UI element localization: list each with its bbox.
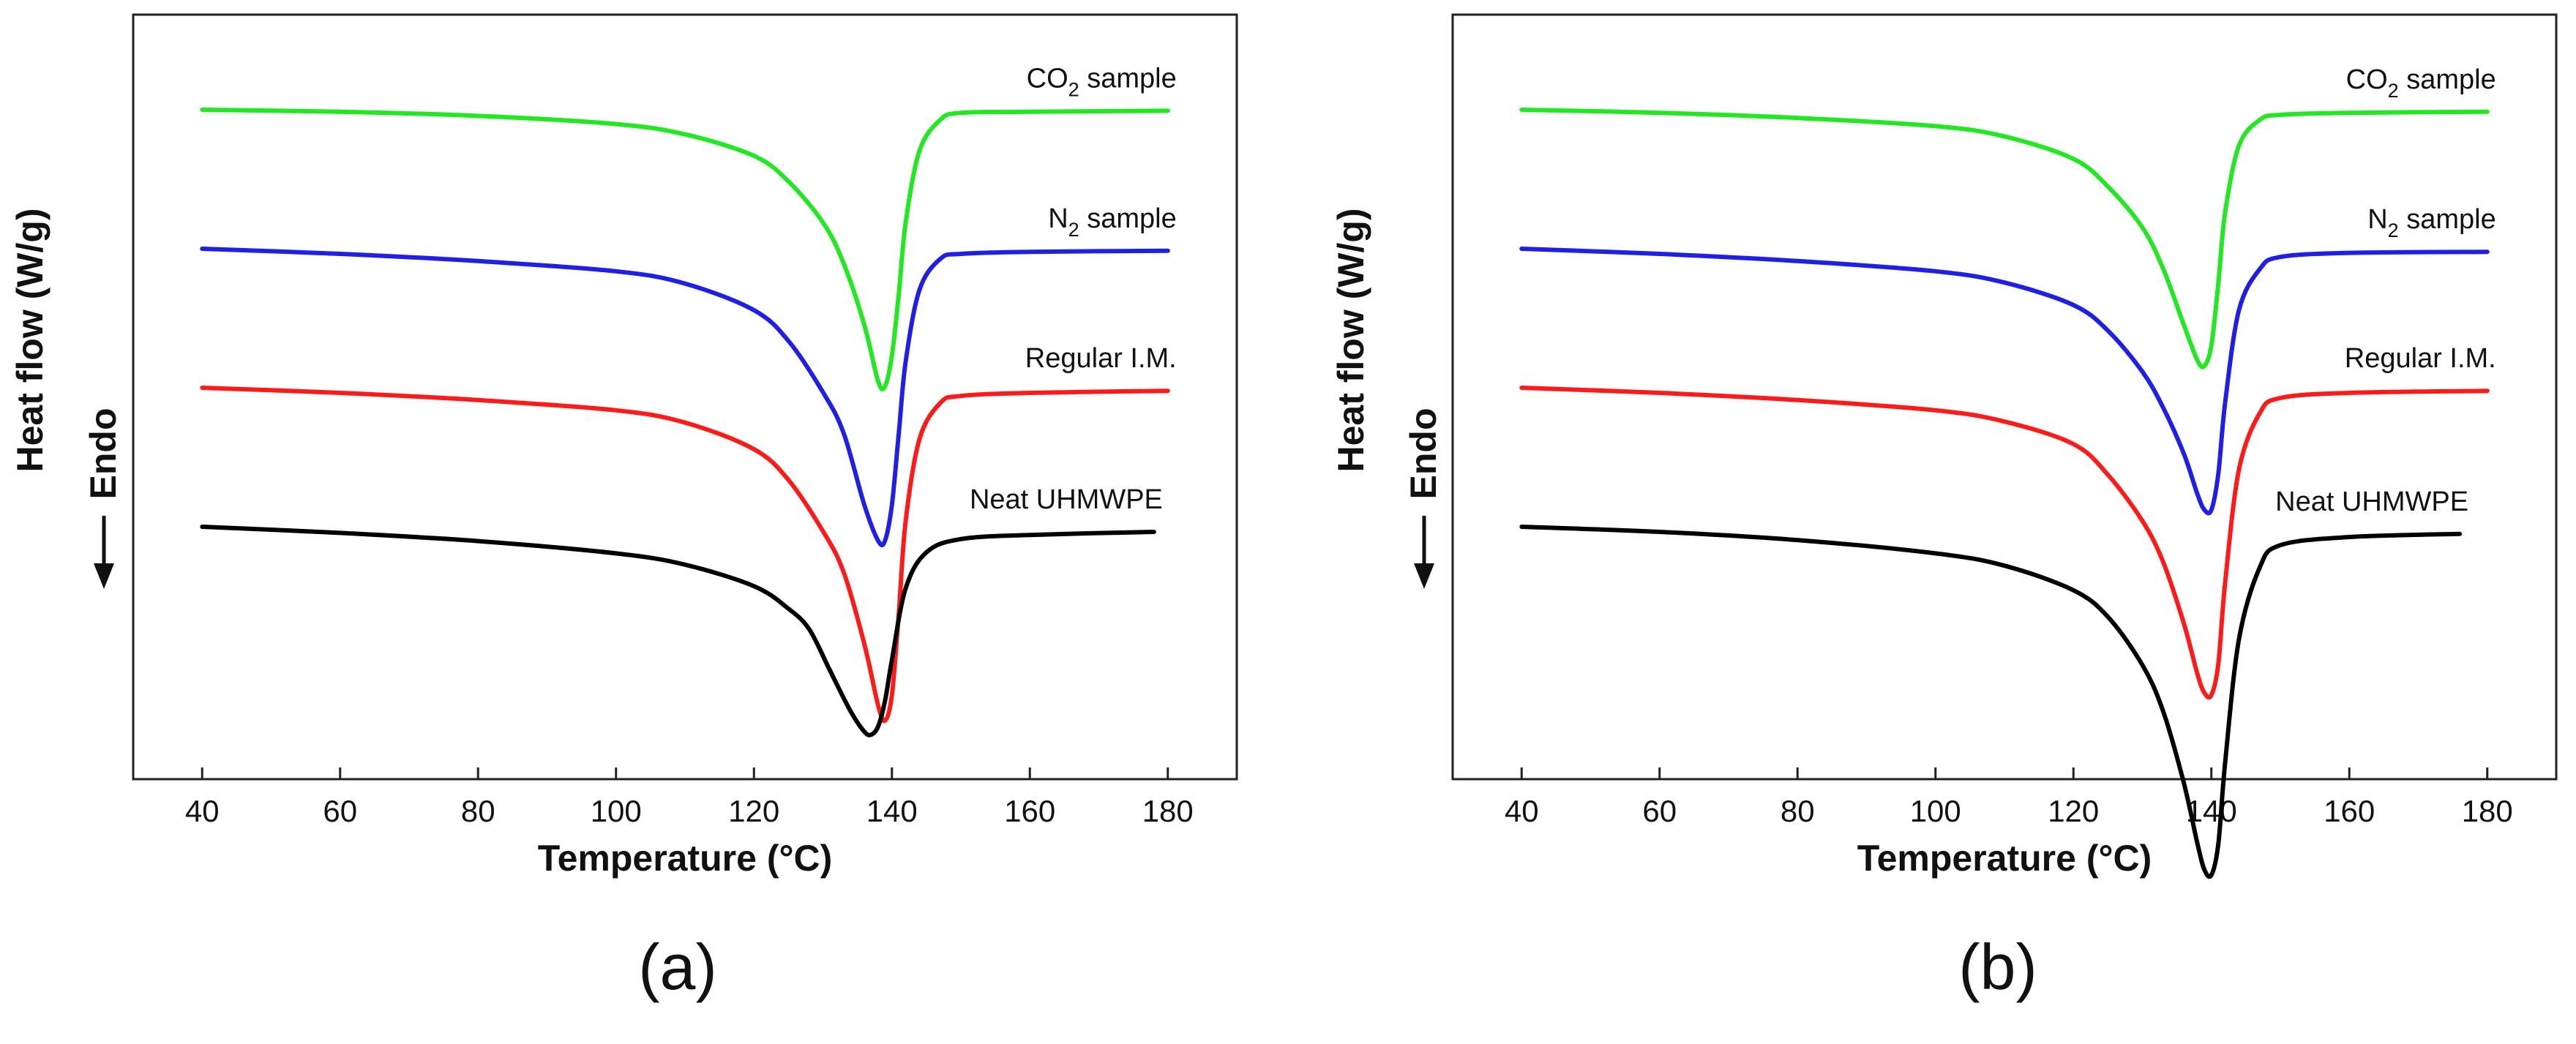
y-axis-label: Heat flow (W/g): [10, 208, 50, 472]
series-label-n2-sample: N2 sample: [2367, 204, 2496, 241]
y-axis-label: Heat flow (W/g): [1330, 208, 1371, 472]
series-label-regular-i-m: Regular I.M.: [1025, 343, 1177, 374]
x-tick-label: 160: [2324, 794, 2375, 828]
series-label-neat-uhmwpe: Neat UHMWPE: [2275, 487, 2468, 517]
series-line-regular-i-m: [200, 386, 1170, 724]
series-label-main: N: [2367, 204, 2387, 235]
series-label-main: Neat UHMWPE: [2275, 487, 2468, 517]
plot-frame: [1451, 13, 2558, 781]
series-label-rest: sample: [1079, 203, 1177, 234]
x-tick-label: 40: [185, 794, 220, 828]
series-line-n2-sample: [200, 247, 1170, 548]
series-label-subscript: 2: [2388, 219, 2399, 241]
series-label-subscript: 2: [2388, 80, 2399, 102]
series-label-rest: sample: [1079, 63, 1177, 94]
endo-arrow-head: [1414, 563, 1434, 589]
x-tick-label: 180: [2462, 794, 2513, 828]
series-line-co2-sample: [1519, 108, 2490, 369]
x-tick-label: 80: [1781, 794, 1815, 828]
series-label-regular-i-m: Regular I.M.: [2345, 343, 2496, 374]
x-tick-label: 100: [591, 794, 642, 828]
series-label-neat-uhmwpe: Neat UHMWPE: [970, 484, 1163, 515]
endo-arrow-head: [94, 563, 114, 589]
x-tick-label: 100: [1910, 794, 1961, 828]
series-label-co2-sample: CO2 sample: [1027, 63, 1177, 100]
series-label-subscript: 2: [1068, 78, 1079, 100]
series-label-main: Neat UHMWPE: [970, 484, 1163, 515]
plot-frame: [132, 13, 1238, 781]
series-line-n2-sample: [1519, 247, 2490, 516]
x-tick-label: 40: [1505, 794, 1539, 828]
x-tick-label: 180: [1142, 794, 1194, 828]
series-label-main: CO: [1027, 63, 1068, 94]
x-axis-label: Temperature (°C): [538, 838, 832, 879]
series-label-main: CO: [2346, 64, 2388, 95]
series-line-neat-uhmwpe: [200, 525, 1156, 737]
chart-panel-a: 40 60 80 100 120 140 160 180 Temperature (°C) Hea…: [10, 13, 1238, 1003]
x-tick-label: 140: [866, 794, 918, 828]
series-line-neat-uhmwpe: [1519, 525, 2463, 879]
endo-label: Endo: [83, 408, 124, 500]
panel-caption: (a): [638, 931, 717, 1003]
series-label-n2-sample: N2 sample: [1048, 203, 1177, 241]
series-label-subscript: 2: [1068, 219, 1079, 241]
x-tick-label: 60: [323, 794, 357, 828]
x-tick-label: 60: [1642, 794, 1677, 828]
series-label-rest: sample: [2399, 64, 2496, 95]
series-label-main: N: [1048, 203, 1068, 234]
series-label-main: Regular I.M.: [2345, 343, 2496, 374]
series-label-rest: sample: [2399, 204, 2496, 235]
x-axis-label: Temperature (°C): [1857, 838, 2152, 879]
series-label-co2-sample: CO2 sample: [2346, 64, 2496, 102]
x-tick-label: 120: [728, 794, 779, 828]
series-line-co2-sample: [200, 108, 1170, 392]
series-line-regular-i-m: [1519, 386, 2490, 700]
series-label-main: Regular I.M.: [1025, 343, 1177, 374]
x-tick-label: 160: [1004, 794, 1055, 828]
x-tick-label: 120: [2048, 794, 2099, 828]
x-tick-label: 80: [461, 794, 495, 828]
endo-label: Endo: [1403, 408, 1444, 500]
panel-caption: (b): [1958, 931, 2037, 1003]
